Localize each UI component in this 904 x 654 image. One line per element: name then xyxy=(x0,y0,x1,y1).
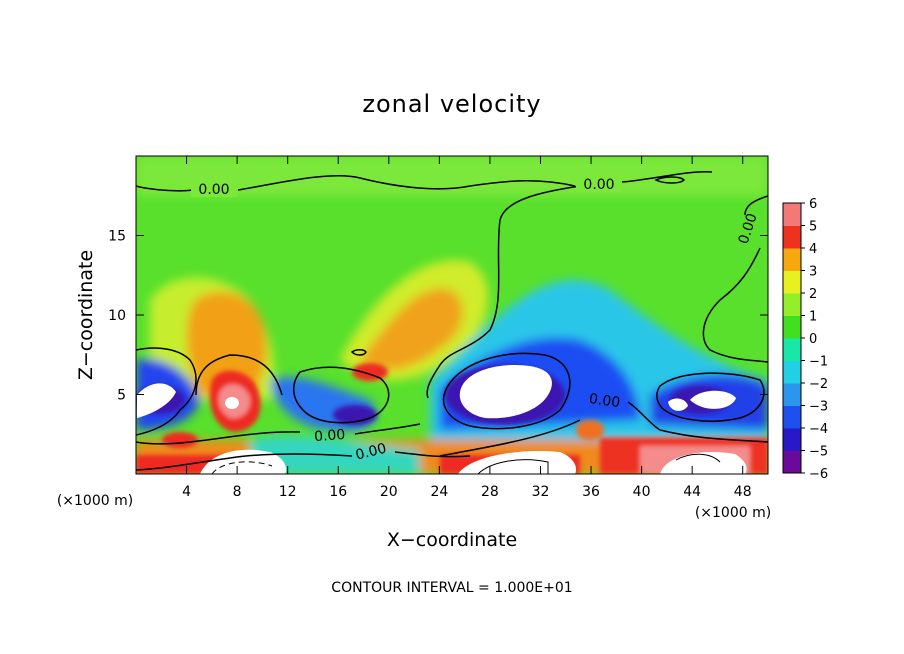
white-blob-pink-core xyxy=(225,397,239,409)
zero-contour-left-warm xyxy=(195,354,283,396)
colorbar-swatch xyxy=(783,360,801,384)
colorbar-swatch xyxy=(783,315,801,339)
colorbar-label: 5 xyxy=(809,220,817,235)
colorbar-swatch xyxy=(783,248,801,271)
x-tick-label: 28 xyxy=(481,484,499,500)
red-spot-3 xyxy=(576,420,604,440)
zero-contour-purple-ring xyxy=(442,352,571,430)
y-tick-label: 10 xyxy=(108,308,126,324)
orange-region-center xyxy=(360,288,463,370)
colorbar-label: −3 xyxy=(809,400,828,415)
x-tick-label: 8 xyxy=(233,484,242,500)
white-blob-right-small xyxy=(668,398,688,411)
colorbar-label: 6 xyxy=(809,197,817,212)
zero-contour-bottom-right xyxy=(439,401,768,457)
contour-label-1: 0.00 xyxy=(198,182,229,198)
x-tick-label: 16 xyxy=(329,484,347,500)
colorbar-label: 3 xyxy=(809,265,817,280)
x-tick-label: 36 xyxy=(582,484,600,500)
y-axis-ticks: 5 10 15 xyxy=(108,229,768,404)
y-tick-label: 5 xyxy=(117,388,126,404)
colorbar-label: −6 xyxy=(809,467,828,482)
colorbar-label: 4 xyxy=(809,242,817,257)
zero-contour-small-ring-2 xyxy=(350,349,367,356)
x-tick-label: 44 xyxy=(683,484,701,500)
colorbar-swatch xyxy=(783,270,801,294)
colorbar-label: −4 xyxy=(809,422,828,437)
white-blob-left xyxy=(137,383,176,418)
white-blob-right xyxy=(690,390,736,409)
colorbar-label: −1 xyxy=(809,355,828,370)
y-tick-label: 15 xyxy=(108,229,126,245)
colorbar-swatch xyxy=(783,225,801,249)
x-axis-ticks: 4 8 12 16 20 24 28 32 36 40 44 48 xyxy=(182,156,752,500)
zero-contour-lower-1 xyxy=(136,423,421,445)
colorbar-swatch xyxy=(783,450,801,474)
chart-title: zonal velocity xyxy=(362,90,541,118)
zero-contour-right-upper xyxy=(702,195,768,363)
colorbar-swatch xyxy=(783,203,801,226)
x-axis-label: X−coordinate xyxy=(387,529,517,551)
negative-contour-bottom-left xyxy=(211,461,273,474)
colorbar-label: −2 xyxy=(809,377,828,392)
x-tick-label: 4 xyxy=(182,484,191,500)
contour-label-6: 0.00 xyxy=(354,441,388,464)
zero-contour-top xyxy=(136,170,713,192)
white-blob-bottom-2 xyxy=(458,450,577,474)
zero-contour-left-loop xyxy=(136,347,197,436)
inner-contour-bottom-center xyxy=(477,459,549,474)
inner-contour-bottom-right xyxy=(675,453,721,463)
contour-label-5: 0.00 xyxy=(314,427,346,445)
colorbar-label: −5 xyxy=(809,445,828,460)
colorbar-swatch xyxy=(783,383,801,406)
orange-region-left xyxy=(186,291,267,395)
contour-label-4: 0.00 xyxy=(588,391,621,411)
red-spot-2 xyxy=(352,363,388,381)
x-tick-label: 24 xyxy=(430,484,448,500)
zero-contour-lower-2 xyxy=(136,451,471,471)
contour-interval-note: CONTOUR INTERVAL = 1.000E+01 xyxy=(331,580,572,596)
zero-contour-small-ring xyxy=(654,176,686,184)
y-axis-label: Z−coordinate xyxy=(75,250,97,380)
x-tick-label: 48 xyxy=(734,484,752,500)
colorbar-swatch xyxy=(783,338,801,361)
colorbar-swatch xyxy=(783,405,801,429)
x-tick-label: 12 xyxy=(279,484,297,500)
x-tick-label: 32 xyxy=(532,484,550,500)
red-spot-1 xyxy=(162,432,198,448)
x-tick-label: 40 xyxy=(633,484,651,500)
colorbar-swatch xyxy=(783,428,801,451)
colorbar-label: 2 xyxy=(809,287,817,302)
contour-label-2: 0.00 xyxy=(583,177,614,193)
x-tick-label: 20 xyxy=(380,484,398,500)
colorbar-label: 0 xyxy=(809,332,817,347)
x-unit-right: (×1000 m) xyxy=(695,505,771,521)
zero-contour-right xyxy=(426,185,581,399)
colorbar: 6 5 4 3 2 1 0 −1 −2 −3 −4 −5 −6 xyxy=(782,197,828,482)
x-unit-left: (×1000 m) xyxy=(57,493,133,509)
white-blob-center xyxy=(459,364,552,419)
zero-contour-right-loop xyxy=(656,372,765,422)
plot-area: 0.00 0.00 0.00 0.00 0.00 0.00 xyxy=(136,156,768,474)
colorbar-swatch xyxy=(783,293,801,316)
zero-contour-center-loop xyxy=(293,366,390,424)
colorbar-label: 1 xyxy=(809,310,817,325)
